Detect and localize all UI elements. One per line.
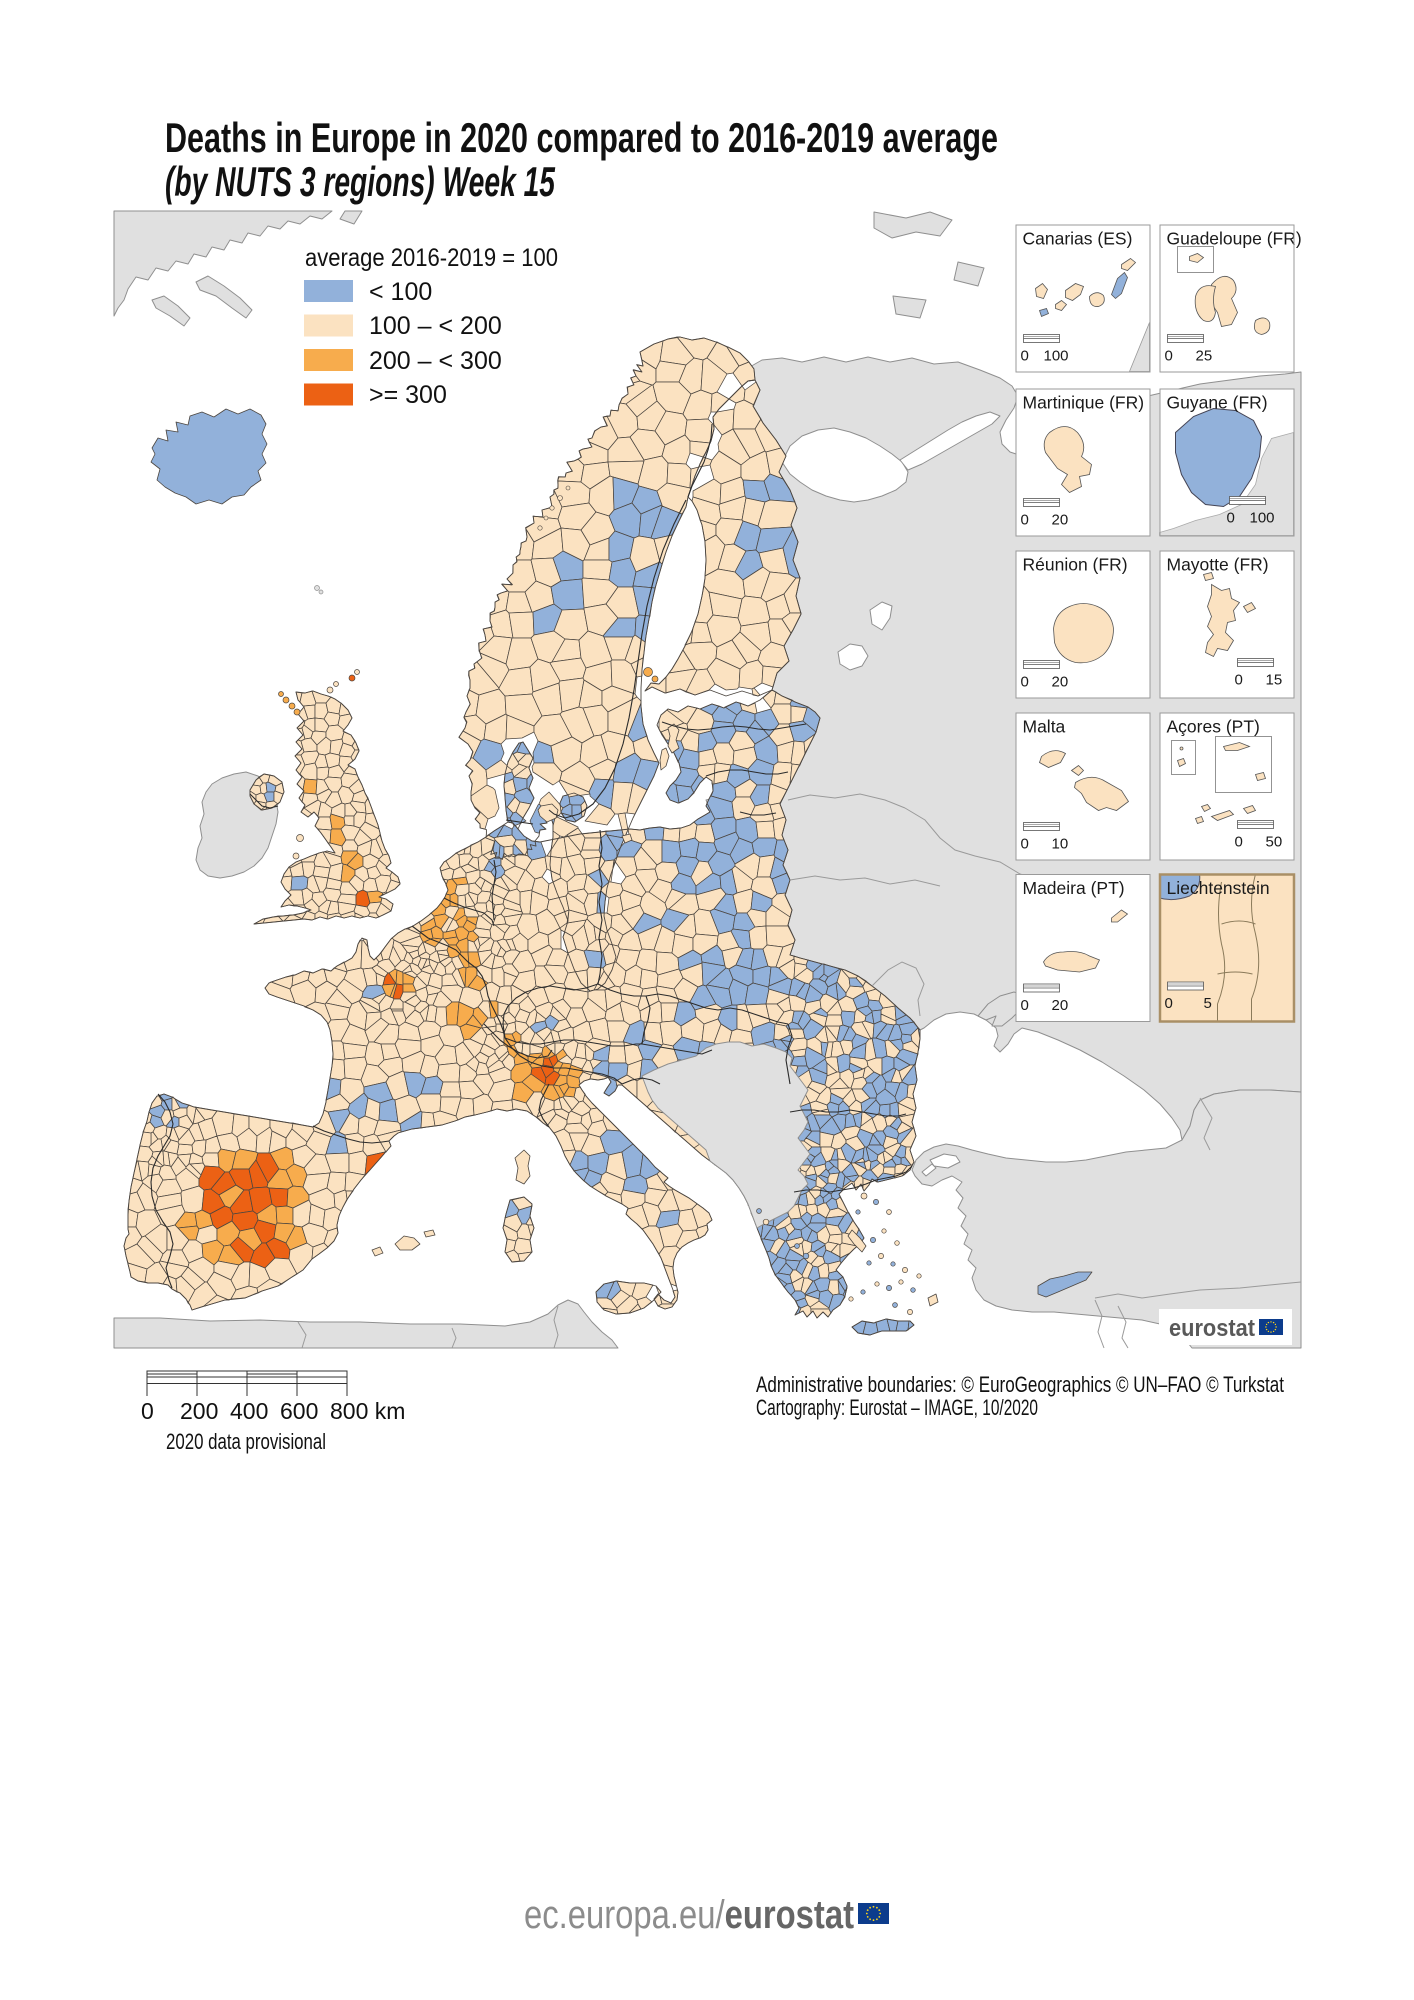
svg-text:200: 200 [180, 1398, 218, 1424]
svg-text:Malta: Malta [1023, 717, 1066, 737]
svg-text:0: 0 [141, 1398, 154, 1424]
svg-text:0: 0 [1021, 512, 1029, 529]
svg-text:Guyane (FR): Guyane (FR) [1167, 393, 1268, 413]
svg-text:0: 0 [1021, 997, 1029, 1014]
svg-text:400: 400 [230, 1398, 268, 1424]
svg-text:Madeira (PT): Madeira (PT) [1023, 878, 1125, 898]
svg-text:15: 15 [1266, 672, 1283, 689]
svg-text:2020 data provisional: 2020 data provisional [166, 1429, 326, 1454]
svg-text:20: 20 [1052, 674, 1069, 691]
svg-text:20: 20 [1052, 512, 1069, 529]
svg-text:Guadeloupe (FR): Guadeloupe (FR) [1167, 229, 1302, 249]
svg-text:< 100: < 100 [369, 278, 432, 306]
svg-text:Canarias (ES): Canarias (ES) [1023, 229, 1133, 249]
svg-text:200 – < 300: 200 – < 300 [369, 347, 502, 375]
svg-text:(by NUTS 3 regions) Week 15: (by NUTS 3 regions) Week 15 [165, 158, 555, 205]
svg-text:average 2016-2019 = 100: average 2016-2019 = 100 [305, 244, 558, 272]
svg-text:600: 600 [280, 1398, 318, 1424]
svg-text:0: 0 [1235, 834, 1243, 851]
svg-text:5: 5 [1204, 995, 1212, 1012]
svg-text:Mayotte (FR): Mayotte (FR) [1167, 555, 1269, 575]
svg-text:eurostat: eurostat [1169, 1315, 1255, 1342]
svg-text:Administrative boundaries: © E: Administrative boundaries: © EuroGeograp… [756, 1372, 1285, 1397]
svg-text:100 – < 200: 100 – < 200 [369, 312, 502, 340]
svg-text:0: 0 [1021, 348, 1029, 365]
svg-text:10: 10 [1052, 836, 1069, 853]
svg-text:0: 0 [1235, 672, 1243, 689]
svg-text:Cartography: Eurostat – IMAGE,: Cartography: Eurostat – IMAGE, 10/2020 [756, 1395, 1038, 1420]
svg-text:0: 0 [1021, 836, 1029, 853]
svg-text:>= 300: >= 300 [369, 381, 447, 409]
svg-text:800 km: 800 km [330, 1398, 405, 1424]
svg-text:50: 50 [1266, 834, 1283, 851]
svg-text:0: 0 [1165, 348, 1173, 365]
svg-text:0: 0 [1165, 995, 1173, 1012]
svg-text:0: 0 [1021, 674, 1029, 691]
svg-text:100: 100 [1044, 348, 1069, 365]
svg-text:Deaths in Europe in 2020 compa: Deaths in Europe in 2020 compared to 201… [165, 114, 998, 161]
svg-text:0: 0 [1227, 510, 1235, 527]
svg-text:25: 25 [1196, 348, 1213, 365]
svg-text:Liechtenstein: Liechtenstein [1167, 878, 1270, 898]
svg-text:Martinique (FR): Martinique (FR) [1023, 393, 1145, 413]
svg-text:Açores (PT): Açores (PT) [1167, 717, 1260, 737]
svg-text:100: 100 [1250, 510, 1275, 527]
svg-text:ec.europa.eu/eurostat: ec.europa.eu/eurostat [524, 1893, 854, 1937]
svg-text:Réunion (FR): Réunion (FR) [1023, 555, 1128, 575]
svg-text:20: 20 [1052, 997, 1069, 1014]
